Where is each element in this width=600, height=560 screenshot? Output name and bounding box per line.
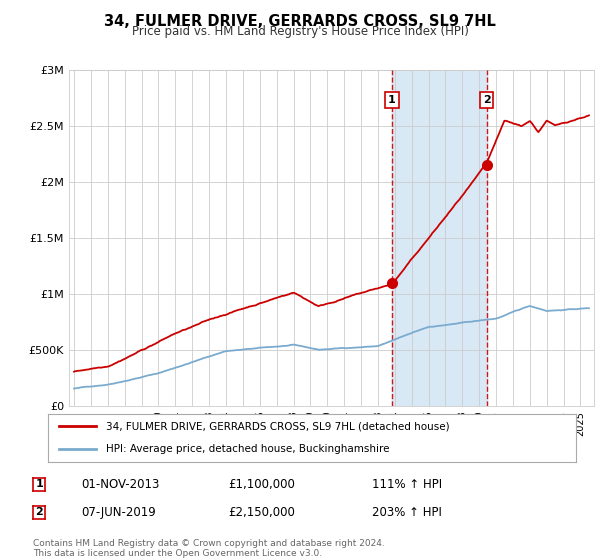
Text: 2: 2 — [35, 507, 43, 517]
Text: Contains HM Land Registry data © Crown copyright and database right 2024.
This d: Contains HM Land Registry data © Crown c… — [33, 539, 385, 558]
Text: HPI: Average price, detached house, Buckinghamshire: HPI: Average price, detached house, Buck… — [106, 444, 389, 454]
Text: 34, FULMER DRIVE, GERRARDS CROSS, SL9 7HL (detached house): 34, FULMER DRIVE, GERRARDS CROSS, SL9 7H… — [106, 421, 450, 431]
Text: 07-JUN-2019: 07-JUN-2019 — [81, 506, 156, 519]
Text: 1: 1 — [388, 95, 396, 105]
Text: 203% ↑ HPI: 203% ↑ HPI — [372, 506, 442, 519]
Text: £1,100,000: £1,100,000 — [228, 478, 295, 491]
Text: 2: 2 — [483, 95, 491, 105]
Text: 34, FULMER DRIVE, GERRARDS CROSS, SL9 7HL: 34, FULMER DRIVE, GERRARDS CROSS, SL9 7H… — [104, 14, 496, 29]
Text: Price paid vs. HM Land Registry's House Price Index (HPI): Price paid vs. HM Land Registry's House … — [131, 25, 469, 38]
Text: 01-NOV-2013: 01-NOV-2013 — [81, 478, 160, 491]
Bar — [392, 70, 487, 406]
Text: 111% ↑ HPI: 111% ↑ HPI — [372, 478, 442, 491]
Text: £2,150,000: £2,150,000 — [228, 506, 295, 519]
Text: 1: 1 — [35, 479, 43, 489]
